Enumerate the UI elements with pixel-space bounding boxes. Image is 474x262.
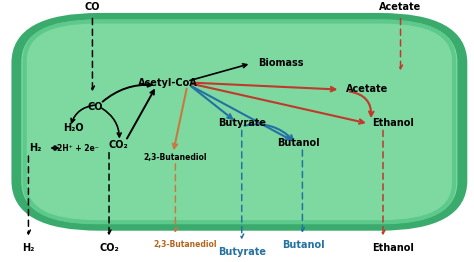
Text: Butyrate: Butyrate: [218, 247, 266, 257]
Text: Biomass: Biomass: [258, 58, 304, 68]
Text: Butyrate: Butyrate: [218, 118, 266, 128]
Text: Ethanol: Ethanol: [372, 118, 414, 128]
Text: Butanol: Butanol: [277, 138, 320, 148]
Text: CO₂: CO₂: [109, 140, 128, 150]
Text: CO₂: CO₂: [99, 243, 119, 253]
Text: Butanol: Butanol: [282, 240, 325, 250]
Text: Acetate: Acetate: [379, 2, 422, 12]
Text: Acetyl-CoA: Acetyl-CoA: [138, 78, 198, 88]
Text: CO: CO: [87, 102, 102, 112]
Text: Ethanol: Ethanol: [373, 243, 414, 253]
Text: H₂: H₂: [29, 143, 42, 153]
Text: 2,3-Butanediol: 2,3-Butanediol: [144, 153, 207, 162]
Text: Acetate: Acetate: [346, 84, 388, 94]
Text: 2,3-Butanediol: 2,3-Butanediol: [153, 241, 217, 249]
Text: CO: CO: [85, 2, 100, 12]
Text: 2H⁺ + 2e⁻: 2H⁺ + 2e⁻: [57, 144, 99, 152]
FancyBboxPatch shape: [14, 16, 465, 228]
Text: H₂O: H₂O: [63, 123, 84, 133]
Text: H₂: H₂: [22, 243, 35, 253]
FancyBboxPatch shape: [21, 20, 457, 224]
